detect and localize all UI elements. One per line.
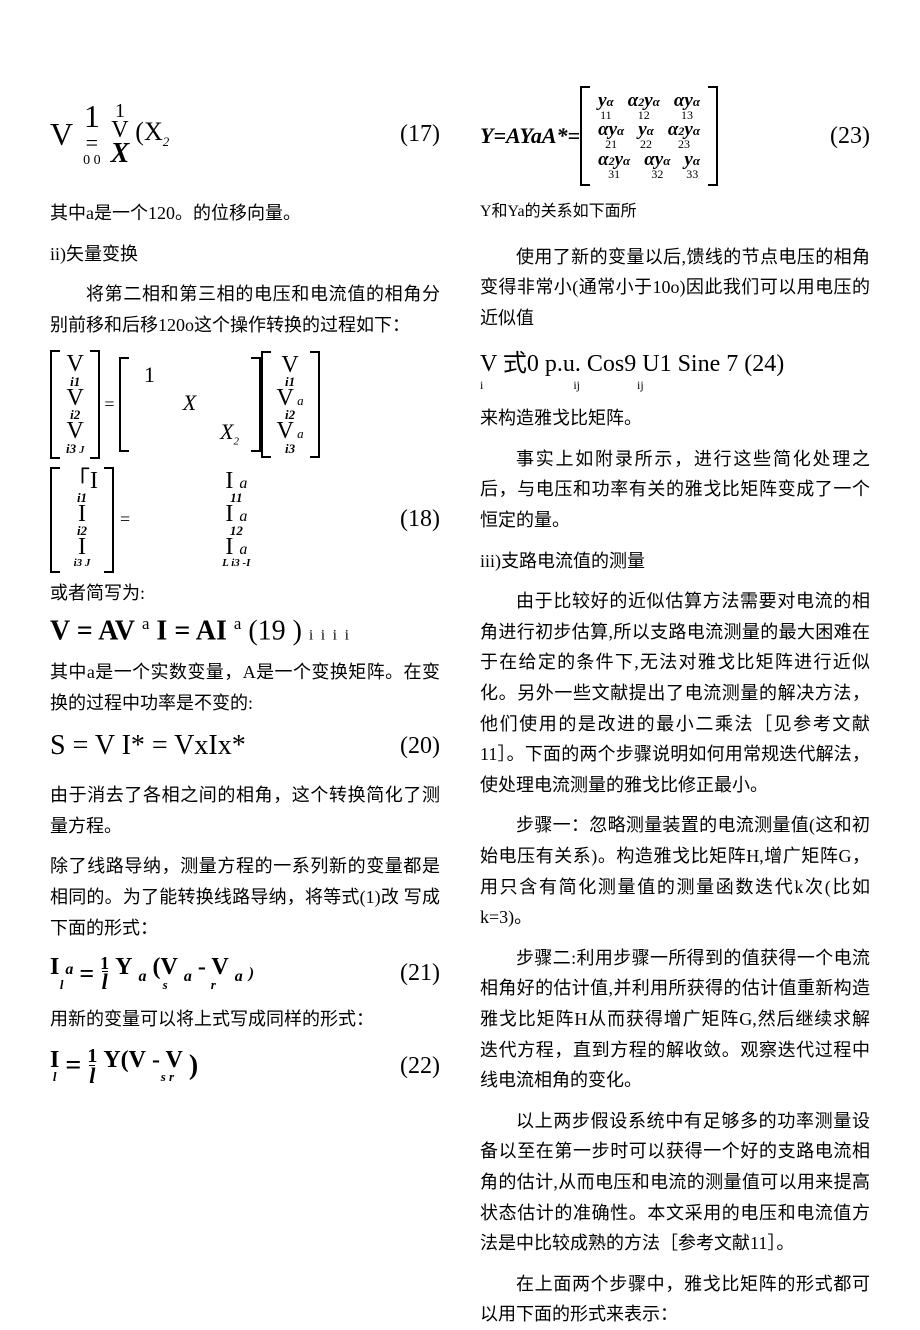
eq19-t1: V = AV bbox=[50, 615, 135, 646]
para-appendix: 事实上如附录所示，进行这些简化处理之后，与电压和功率有关的雅戈比矩阵变成了一个 … bbox=[480, 444, 870, 536]
eq24-line: V 式0 p.u. Cos9 U1 Sine 7 (24) bbox=[480, 343, 870, 378]
eq23-number: (23) bbox=[830, 123, 870, 150]
eq22-number: (22) bbox=[400, 1053, 440, 1080]
para-ii: ii)矢量变换 bbox=[50, 239, 440, 270]
para-y-ya: Y和Ya的关系如下面所 bbox=[480, 198, 870, 225]
eq17-sub00: 0 0 bbox=[79, 154, 105, 168]
eq24-subs: i ij ij bbox=[480, 378, 870, 393]
eq17-sub2: 2 bbox=[163, 135, 170, 150]
para-simplify: 由于消去了各相之间的相角，这个转换简化了测 量方程。 bbox=[50, 780, 440, 841]
para-step1: 步骤一：忽略测量装置的电流测量值(这和初始电压有关系)。构造雅戈比矩阵H,增广矩… bbox=[480, 810, 870, 932]
eq17-V: V bbox=[50, 116, 73, 153]
equation-17: V 1 = 0 0 1 V X (X2 (17) bbox=[50, 100, 440, 168]
eq23-lhs: Y=AYaA*= bbox=[480, 123, 580, 149]
equation-24: V 式0 p.u. Cos9 U1 Sine 7 (24) i ij ij bbox=[480, 343, 870, 393]
eq19-num: (19 ) bbox=[248, 615, 302, 646]
para-line-admit: 除了线路导纳，测量方程的一系列新的变量都是 相同的。为了能转换线路导纳，将等式(… bbox=[50, 851, 440, 943]
para-phase-shift: 将第二相和第三相的电压和电流值的相角分别前移和后移120o这个操作转换的过程如下… bbox=[50, 279, 440, 340]
para-branch-current: 由于比较好的近似估算方法需要对电流的相角进行初步估算,所以支路电流测量的最大困难… bbox=[480, 586, 870, 800]
para-both-steps: 在上面两个步骤中，雅戈比矩阵的形式都可以用下面的形式来表示： bbox=[480, 1269, 870, 1330]
para-a-real: 其中a是一个实数变量，A是一个变换矩阵。在变 换的过程中功率是不变的: bbox=[50, 657, 440, 718]
para-new-var-angle: 使用了新的变量以后,馈线的节点电压的相角变得非常小(通常小于10o)因此我们可以… bbox=[480, 242, 870, 334]
para-jacobi: 来构造雅戈比矩阵。 bbox=[480, 403, 870, 434]
equation-21: I al = 1l Y a (Vs a - Vr a ) (21) bbox=[50, 955, 440, 992]
equation-20: S = V I* = VxIx* (20) bbox=[50, 730, 440, 762]
para-or-short: 或者简写为: bbox=[50, 581, 440, 606]
eq19-t2: I = AI bbox=[156, 615, 226, 646]
eq21-number: (21) bbox=[400, 960, 440, 987]
para-iii: iii)支路电流值的测量 bbox=[480, 546, 870, 577]
equation-23: Y=AYaA*= yα11 α2yα12 αyα13 αyα21 yα22 α2… bbox=[480, 86, 870, 186]
eq17-number: (17) bbox=[400, 121, 440, 148]
equation-18-top: Vi1 Vi2 Vi3 J = 1 X X2 Vi1 V ai2 V ai3 bbox=[50, 350, 440, 458]
para-step2: 步骤二:利用步骤一所得到的值获得一个电流相角好的估计值,并利用所获得的估计值重新… bbox=[480, 943, 870, 1096]
right-column: Y=AYaA*= yα11 α2yα12 αyα13 αyα21 yα22 α2… bbox=[480, 80, 870, 1252]
eq19-a1: a bbox=[142, 614, 149, 633]
eq19-a2: a bbox=[234, 614, 241, 633]
para-new-var: 用新的变量可以将上式写成同样的形式： bbox=[50, 1004, 440, 1035]
equation-18-bottom: 「Ii1 Ii2 Ii3 J = I a11 I a12 I aL i3 -I … bbox=[50, 467, 440, 573]
para-assume: 以上两步假设系统中有足够多的功率测量设备以至在第一步时可以获得一个好的支路电流相… bbox=[480, 1106, 870, 1259]
eq20-text: S = V I* = VxIx* bbox=[50, 730, 246, 762]
eq18-number: (18) bbox=[400, 506, 440, 533]
eq17-X: X bbox=[111, 141, 130, 166]
equation-22: Il = 1l Y(V - Vs r ) (22) bbox=[50, 1047, 440, 1086]
equation-19: V = AV a I = AI a (19 ) i i i i bbox=[50, 614, 440, 647]
eq20-number: (20) bbox=[400, 733, 440, 760]
eq17-num: 1 bbox=[80, 100, 104, 132]
left-column: V 1 = 0 0 1 V X (X2 (17) 其中a是一个120。的位移向量… bbox=[50, 80, 440, 1252]
para-a-shift: 其中a是一个120。的位移向量。 bbox=[50, 198, 440, 229]
eq19-tail: i i i i bbox=[309, 627, 351, 643]
eq17-lparen: (X bbox=[135, 117, 162, 146]
